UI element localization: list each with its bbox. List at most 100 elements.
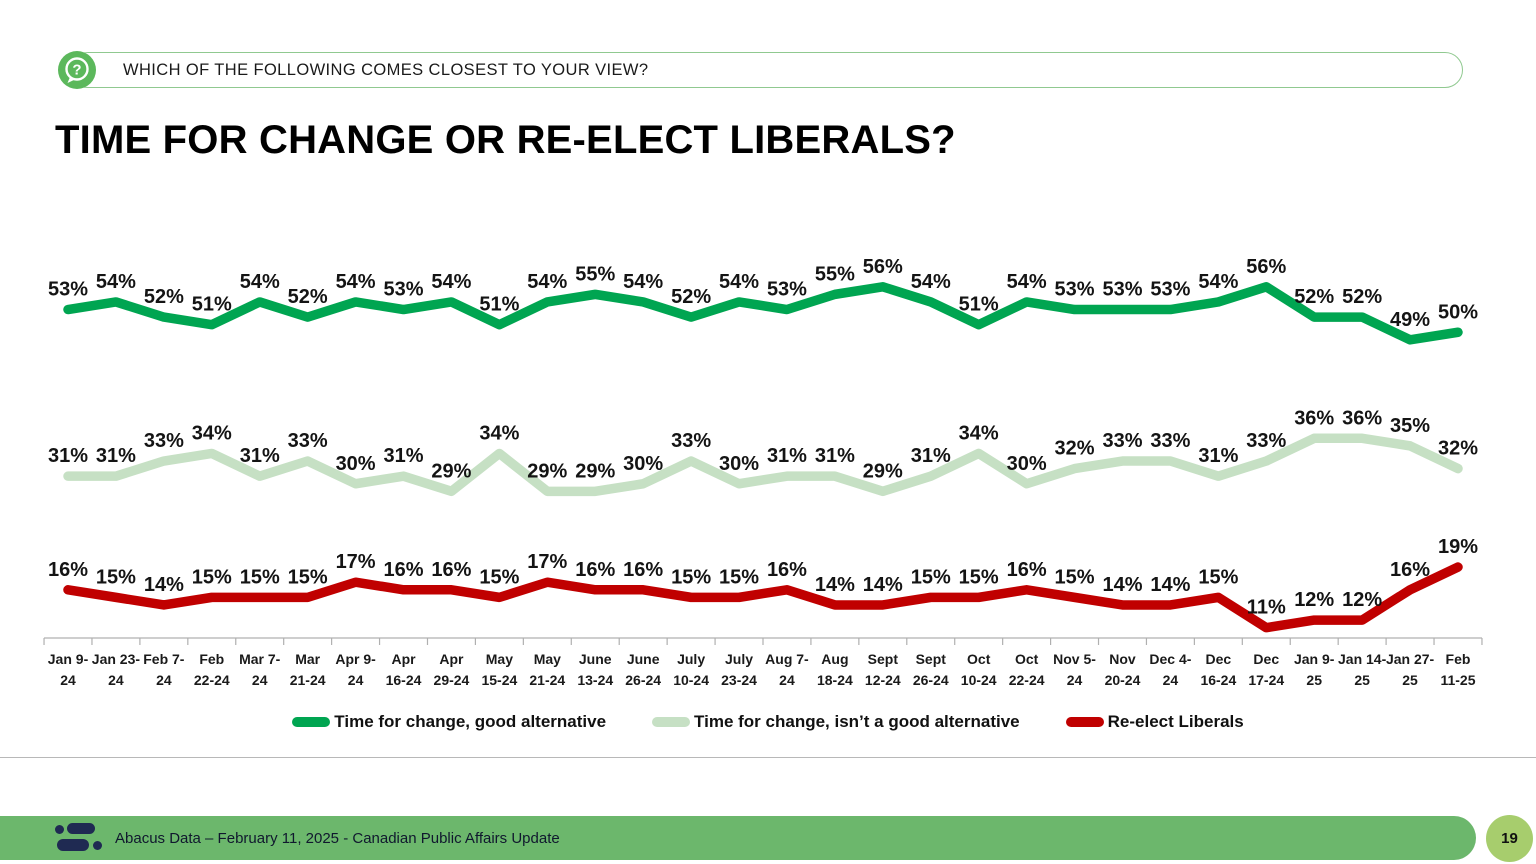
- x-axis-label: Jan 9-25: [1294, 651, 1335, 688]
- legend-label: Time for change, isn’t a good alternativ…: [694, 712, 1020, 731]
- data-point-label: 33%: [1102, 430, 1142, 452]
- data-point-label: 51%: [959, 294, 999, 316]
- data-point-label: 54%: [431, 271, 471, 293]
- data-point-label: 11%: [1247, 597, 1286, 619]
- x-axis-label: Nov 20-24: [1105, 651, 1141, 688]
- data-point-label: 16%: [431, 559, 471, 581]
- data-point-label: 33%: [1246, 430, 1286, 452]
- data-point-label: 17%: [336, 551, 376, 573]
- data-point-label: 54%: [240, 271, 280, 293]
- data-point-label: 51%: [192, 294, 232, 316]
- data-point-label: 14%: [815, 574, 855, 596]
- data-point-label: 52%: [671, 286, 711, 308]
- chart-legend: Time for change, good alternative Time f…: [0, 712, 1536, 732]
- x-axis-label: Feb 22-24: [194, 651, 230, 688]
- legend-swatch-red: [1065, 717, 1104, 727]
- x-axis-label: Jan 27-25: [1386, 651, 1435, 688]
- data-point-label: 32%: [1438, 438, 1478, 460]
- data-point-label: 34%: [479, 422, 519, 444]
- data-point-label: 52%: [1342, 286, 1382, 308]
- x-axis-label: Mar 7-24: [239, 651, 281, 688]
- data-point-label: 53%: [48, 279, 88, 301]
- data-point-label: 15%: [911, 566, 951, 588]
- data-point-label: 29%: [431, 460, 471, 482]
- data-point-label: 31%: [911, 445, 951, 467]
- data-point-label: 15%: [671, 566, 711, 588]
- data-point-label: 52%: [288, 286, 328, 308]
- data-point-label: 16%: [767, 559, 807, 581]
- data-point-label: 54%: [336, 271, 376, 293]
- legend-item-reelect-liberals: Re-elect Liberals: [1065, 712, 1244, 732]
- data-point-label: 34%: [192, 422, 232, 444]
- x-axis-label: Jan 23-24: [92, 651, 141, 688]
- footer-text: Abacus Data – February 11, 2025 - Canadi…: [115, 829, 560, 847]
- x-axis-label: Dec 4-24: [1149, 651, 1191, 688]
- legend-swatch-green: [292, 717, 331, 727]
- data-point-label: 51%: [479, 294, 519, 316]
- data-point-label: 52%: [144, 286, 184, 308]
- data-point-label: 14%: [1102, 574, 1142, 596]
- data-point-label: 15%: [1055, 566, 1095, 588]
- data-point-label: 32%: [1055, 438, 1095, 460]
- page-number-badge: 19: [1486, 815, 1533, 862]
- data-point-label: 16%: [1007, 559, 1047, 581]
- logo-bar: [57, 839, 89, 851]
- data-point-label: 17%: [527, 551, 567, 573]
- data-point-label: 31%: [48, 445, 88, 467]
- data-point-label: 35%: [1390, 415, 1430, 437]
- data-point-label: 31%: [815, 445, 855, 467]
- legend-label: Re-elect Liberals: [1107, 712, 1244, 731]
- data-point-label: 15%: [959, 566, 999, 588]
- data-point-label: 36%: [1342, 407, 1382, 429]
- x-axis-label: Oct 10-24: [961, 651, 997, 688]
- data-point-label: 14%: [1150, 574, 1190, 596]
- data-point-label: 54%: [96, 271, 136, 293]
- x-axis-label: Sept 12-24: [865, 651, 901, 688]
- data-point-label: 31%: [767, 445, 807, 467]
- data-point-label: 33%: [671, 430, 711, 452]
- data-point-label: 30%: [623, 453, 663, 475]
- x-axis-label: June 13-24: [577, 651, 613, 688]
- data-point-label: 53%: [767, 279, 807, 301]
- legend-item-time-for-change-not-good: Time for change, isn’t a good alternativ…: [652, 712, 1020, 732]
- data-point-label: 54%: [911, 271, 951, 293]
- abacus-data-logo: [55, 823, 103, 853]
- data-point-label: 54%: [719, 271, 759, 293]
- data-point-label: 15%: [288, 566, 328, 588]
- x-axis-label: Aug 7-24: [765, 651, 809, 688]
- data-point-label: 15%: [1198, 566, 1238, 588]
- x-axis-label: Jan 9-24: [48, 651, 89, 688]
- data-point-label: 56%: [1246, 256, 1286, 278]
- x-axis-label: May 21-24: [529, 651, 565, 688]
- x-axis-label: Apr 29-24: [434, 651, 470, 688]
- data-point-label: 31%: [384, 445, 424, 467]
- data-point-label: 50%: [1438, 301, 1478, 323]
- x-axis-label: June 26-24: [625, 651, 661, 688]
- question-banner: WHICH OF THE FOLLOWING COMES CLOSEST TO …: [70, 52, 1463, 88]
- data-point-label: 15%: [719, 566, 759, 588]
- x-axis-label: Aug 18-24: [817, 651, 853, 688]
- data-point-label: 49%: [1390, 309, 1430, 331]
- question-text: WHICH OF THE FOLLOWING COMES CLOSEST TO …: [123, 61, 649, 79]
- data-point-label: 53%: [1150, 279, 1190, 301]
- series-line-1: [63, 433, 1463, 497]
- legend-label: Time for change, good alternative: [334, 712, 607, 731]
- series-line-2: [63, 562, 1463, 633]
- data-point-label: 54%: [1198, 271, 1238, 293]
- data-point-label: 53%: [1102, 279, 1142, 301]
- logo-bar: [67, 823, 95, 834]
- x-axis-label: Oct 22-24: [1009, 651, 1045, 688]
- data-point-label: 29%: [575, 460, 615, 482]
- logo-dot: [93, 841, 102, 850]
- data-point-label: 12%: [1294, 589, 1334, 611]
- data-point-label: 14%: [144, 574, 184, 596]
- data-point-label: 31%: [240, 445, 280, 467]
- data-point-label: 30%: [336, 453, 376, 475]
- data-point-label: 53%: [1055, 279, 1095, 301]
- data-point-label: 31%: [1198, 445, 1238, 467]
- svg-text:?: ?: [72, 62, 81, 79]
- data-point-label: 19%: [1438, 536, 1478, 558]
- x-axis-label: Dec 17-24: [1248, 651, 1284, 688]
